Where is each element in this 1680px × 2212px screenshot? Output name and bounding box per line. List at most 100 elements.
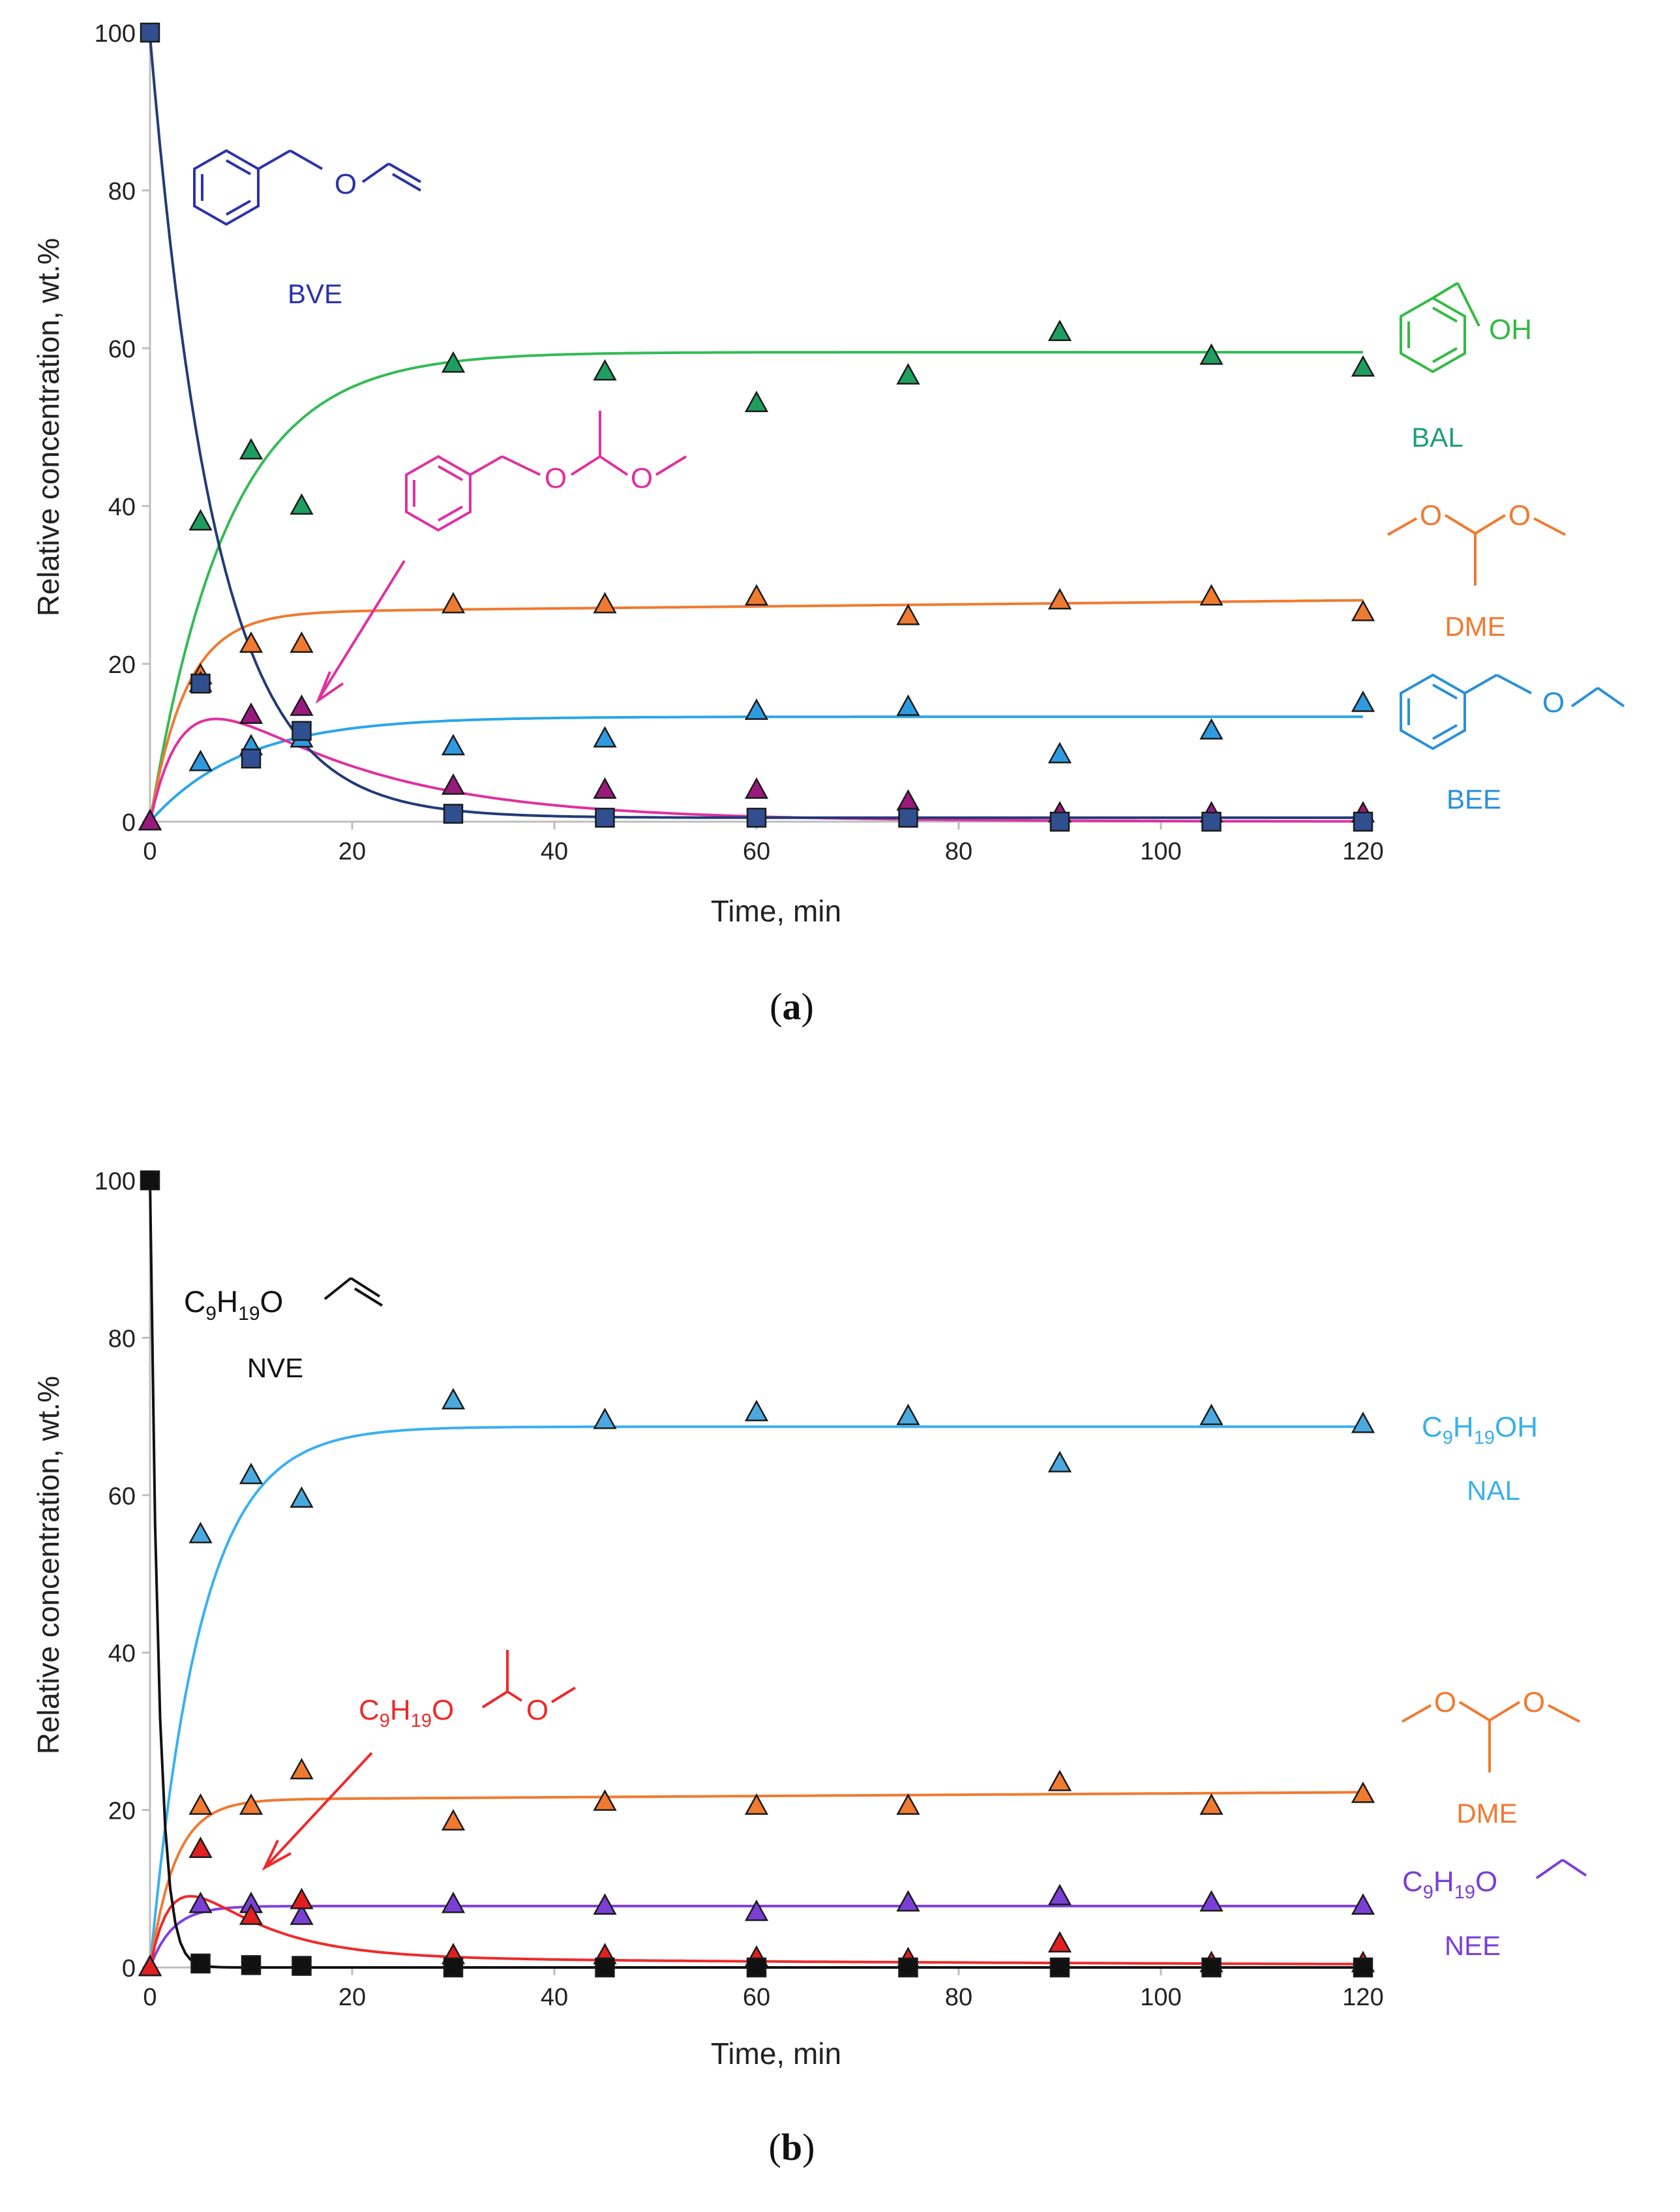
x-tick-label-b: 20	[338, 1984, 366, 2011]
data-point-intermediate-b	[239, 1903, 263, 1925]
data-point-bee-a	[441, 734, 466, 756]
data-point-bal-a	[188, 509, 213, 531]
y-tick-label-b: 40	[108, 1640, 136, 1667]
x-tick-label-a: 80	[945, 838, 972, 865]
data-point-bve-a	[1201, 811, 1222, 832]
y-tick-label-a: 40	[108, 494, 136, 521]
y-tick-label-b: 60	[108, 1483, 136, 1510]
data-point-nee-b	[744, 1899, 769, 1921]
fit-curve-bal-a	[149, 351, 1363, 822]
label-dme-a: DME	[1445, 611, 1505, 642]
chart-panel-b: 0 20 40 60 80 100 0 20 40 60 80 100 120 Time, min Re…	[31, 1168, 1587, 2168]
x-tick-label-a: 60	[743, 838, 770, 865]
data-point-nal-b	[1047, 1450, 1072, 1472]
data-point-nve-b	[898, 1957, 918, 1978]
data-point-dme-b	[239, 1793, 263, 1815]
data-point-dme-a	[896, 603, 920, 625]
data-point-bal-a	[593, 359, 617, 381]
data-point-bve-a	[241, 748, 262, 769]
data-point-nve-b	[241, 1955, 262, 1975]
x-tick-label-b: 40	[541, 1984, 568, 2011]
x-tick-label-a: 0	[143, 838, 157, 865]
data-point-nal-b	[239, 1463, 263, 1484]
dme-oxygen-2-a: O	[1508, 500, 1531, 531]
chart-panel-a: 0 20 40 60 80 100 0 20 40 60 80 100 120 Time, min Re…	[31, 20, 1625, 1028]
nve-vinyl-bonds	[323, 1277, 383, 1307]
data-point-intermediate-b	[1047, 1931, 1072, 1953]
dme-oxygen-2-b: O	[1523, 1686, 1545, 1718]
acetal-structure-a	[315, 411, 687, 704]
data-point-nal-b	[896, 1403, 920, 1426]
acetal-formula-b: C9H19O	[359, 1694, 454, 1731]
data-point-dme-a	[1351, 599, 1375, 621]
data-point-intermediate-b	[138, 1954, 162, 1977]
label-nal: NAL	[1467, 1475, 1520, 1506]
data-point-bve-a	[898, 807, 918, 828]
data-point-nve-b	[1049, 1957, 1070, 1978]
data-point-intermediate-a	[896, 789, 920, 811]
acetal-oxygen-2-a: O	[631, 462, 653, 494]
data-point-nal-b	[593, 1407, 617, 1429]
label-dme-b: DME	[1456, 1798, 1517, 1829]
data-point-nve-b	[1353, 1957, 1373, 1978]
data-point-bve-a	[1353, 811, 1373, 832]
dme-oxygen-1-a: O	[1420, 500, 1442, 531]
dme-structure-a	[1387, 514, 1566, 586]
data-point-nve-b	[746, 1957, 767, 1978]
data-point-dme-a	[441, 591, 466, 614]
data-point-nal-b	[188, 1521, 213, 1544]
nal-formula: C9H19OH	[1422, 1411, 1538, 1448]
y-axis-title-a: Relative concentration, wt.%	[31, 238, 65, 616]
data-point-bee-a	[188, 749, 213, 771]
data-point-bee-a	[896, 694, 920, 716]
data-point-nve-b	[190, 1953, 211, 1974]
data-point-nee-b	[1047, 1883, 1072, 1906]
data-point-bee-a	[593, 726, 617, 748]
bal-structure	[1400, 282, 1480, 374]
y-tick-label-a: 0	[122, 809, 136, 837]
data-point-bal-a	[441, 351, 466, 373]
label-bee: BEE	[1447, 784, 1501, 815]
data-point-nee-b	[441, 1891, 466, 1913]
data-point-bve-a	[746, 807, 767, 828]
y-tick-label-b: 0	[122, 1955, 136, 1982]
data-point-nal-b	[1351, 1411, 1375, 1433]
x-tick-label-b: 100	[1140, 1984, 1181, 2011]
x-axis-title-a: Time, min	[711, 894, 841, 928]
plot-area-a: 0 20 40 60 80 100 0 20 40 60 80 100 120	[95, 20, 1384, 865]
acetal-oxygen-1-a: O	[545, 462, 567, 494]
data-point-nee-b	[1351, 1893, 1375, 1915]
x-tick-label-a: 40	[541, 838, 568, 865]
data-point-bve-a	[443, 803, 464, 824]
fit-curve-nal-b	[149, 1425, 1363, 1968]
data-point-nee-b	[188, 1891, 213, 1913]
data-point-bve-a	[190, 674, 211, 694]
x-tick-label-b: 0	[143, 1984, 157, 2011]
data-point-bee-a	[1351, 690, 1375, 712]
data-point-dme-b	[188, 1793, 213, 1815]
data-point-nee-b	[290, 1903, 314, 1925]
label-nve: NVE	[247, 1353, 303, 1383]
data-point-bve-a	[1049, 811, 1070, 832]
data-point-bal-a	[744, 391, 769, 412]
nee-ethyl-bonds	[1535, 1859, 1587, 1879]
label-bal: BAL	[1411, 422, 1463, 453]
data-point-intermediate-a	[744, 777, 769, 799]
data-point-intermediate-a	[138, 809, 162, 831]
data-point-dme-b	[1199, 1793, 1223, 1815]
y-tick-label-a: 60	[108, 336, 136, 363]
label-bve: BVE	[288, 278, 342, 309]
data-point-bee-a	[744, 698, 769, 720]
data-point-bal-a	[1047, 320, 1072, 342]
y-tick-label-a: 100	[95, 20, 136, 48]
x-tick-label-b: 80	[945, 1984, 972, 2011]
panel-label-b: (b)	[769, 2126, 815, 2168]
y-tick-label-b: 80	[108, 1325, 136, 1353]
x-axis-title-b: Time, min	[711, 2037, 841, 2070]
data-point-dme-a	[1199, 584, 1223, 606]
data-point-dme-b	[441, 1809, 466, 1831]
fit-curve-nve-b	[149, 1180, 1363, 1969]
data-point-intermediate-a	[239, 702, 263, 724]
data-point-bve-a	[595, 807, 615, 828]
